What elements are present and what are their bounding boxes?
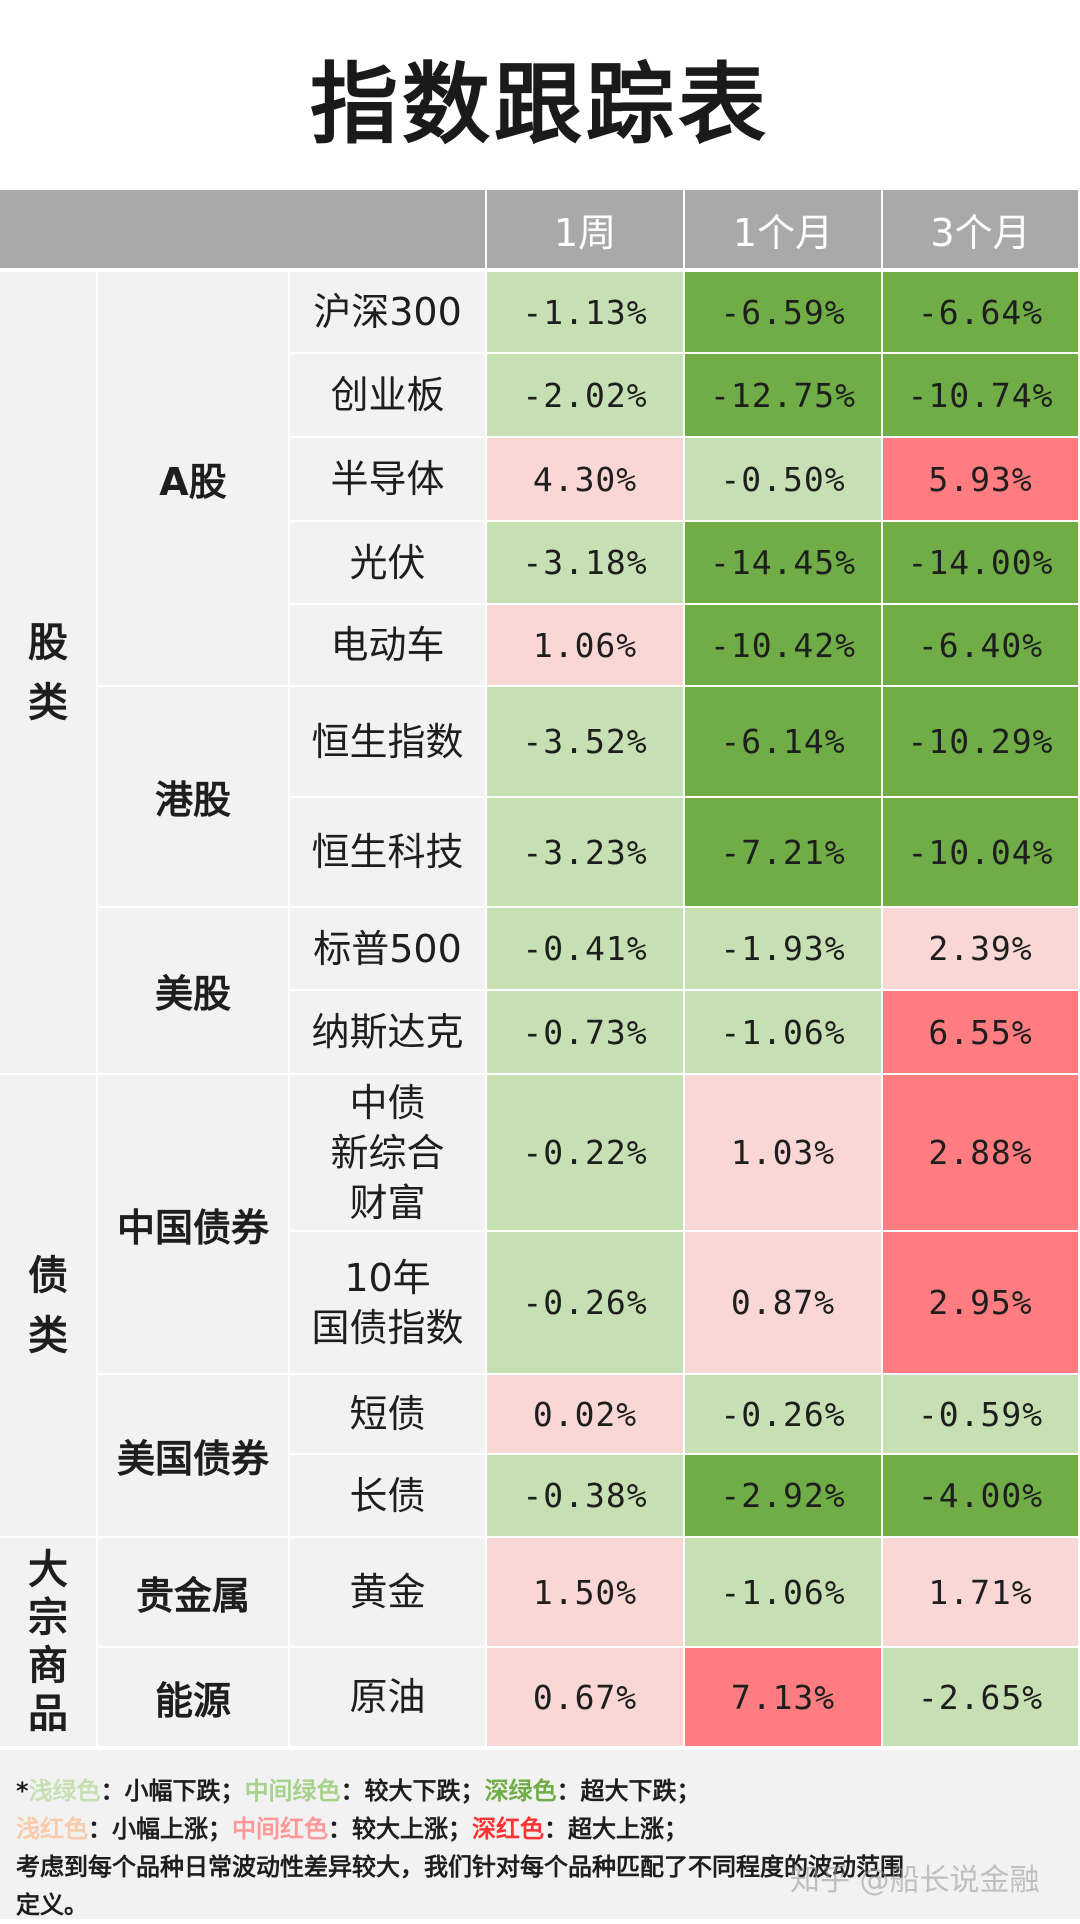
row-name: 纳斯达克	[290, 991, 487, 1075]
value-cell-1m: -1.93%	[685, 908, 883, 991]
row-name: 中债 新综合 财富	[290, 1075, 487, 1232]
value-cell-1w: -1.13%	[487, 272, 685, 354]
legend-medium-green: 中间绿色	[244, 1777, 341, 1805]
value-cell-1m: -2.92%	[685, 1455, 883, 1538]
legend-light-green: 浅绿色	[28, 1777, 101, 1805]
value-cell-1w: 1.06%	[487, 605, 685, 687]
subgroup-precious-metals: 贵金属	[98, 1538, 290, 1648]
value-cell-1w: -0.38%	[487, 1455, 685, 1538]
value-cell-3m: -2.65%	[883, 1648, 1080, 1748]
row-name: 短债	[290, 1375, 487, 1455]
value-cell-1w: -3.23%	[487, 798, 685, 908]
row-name: 标普500	[290, 908, 487, 991]
category-stocks: 股类	[0, 272, 98, 1075]
row-name: 10年 国债指数	[290, 1232, 487, 1375]
row-name: 恒生指数	[290, 687, 487, 798]
value-cell-1w: -0.22%	[487, 1075, 685, 1232]
value-cell-1m: -6.59%	[685, 272, 883, 354]
legend-light-red: 浅红色	[16, 1815, 88, 1843]
subgroup-energy: 能源	[98, 1648, 290, 1748]
legend-note: 考虑到每个品种日常波动性差异较大，我们针对每个品种匹配了不同程度的波动范围	[16, 1853, 904, 1881]
value-cell-3m: -4.00%	[883, 1455, 1080, 1538]
value-cell-1w: 4.30%	[487, 438, 685, 522]
value-cell-1w: -0.41%	[487, 908, 685, 991]
value-cell-1m: 0.87%	[685, 1232, 883, 1375]
value-cell-1m: -0.50%	[685, 438, 883, 522]
value-cell-3m: -6.40%	[883, 605, 1080, 687]
value-cell-1w: 1.50%	[487, 1538, 685, 1648]
value-cell-3m: 6.55%	[883, 991, 1080, 1075]
value-cell-3m: 2.88%	[883, 1075, 1080, 1232]
subgroup-hk-stocks: 港股	[98, 687, 290, 908]
value-cell-3m: -10.74%	[883, 354, 1080, 438]
category-commodities: 大宗商品	[0, 1538, 98, 1748]
value-cell-1m: -14.45%	[685, 522, 883, 605]
row-name: 半导体	[290, 438, 487, 522]
header-3-month: 3个月	[883, 190, 1080, 270]
value-cell-1m: -0.26%	[685, 1375, 883, 1455]
watermark: 知乎 @船长说金融	[790, 1863, 1040, 1898]
value-cell-1m: -1.06%	[685, 991, 883, 1075]
value-cell-3m: -10.04%	[883, 798, 1080, 908]
row-name: 沪深300	[290, 272, 487, 354]
header-blank	[0, 190, 487, 270]
value-cell-1w: -0.73%	[487, 991, 685, 1075]
value-cell-1w: -3.52%	[487, 687, 685, 798]
value-cell-1w: -0.26%	[487, 1232, 685, 1375]
value-cell-1w: -2.02%	[487, 354, 685, 438]
header-1-week: 1周	[487, 190, 685, 270]
legend-line-green: *浅绿色：小幅下跌；中间绿色：较大下跌；深绿色：超大下跌；	[16, 1777, 701, 1805]
value-cell-1w: 0.02%	[487, 1375, 685, 1455]
legend-medium-red: 中间红色	[232, 1815, 328, 1843]
row-name: 电动车	[290, 605, 487, 687]
row-name: 创业板	[290, 354, 487, 438]
value-cell-1m: -1.06%	[685, 1538, 883, 1648]
page-title: 指数跟踪表	[309, 53, 770, 156]
legend-dark-green: 深绿色	[484, 1777, 557, 1805]
row-name: 光伏	[290, 522, 487, 605]
value-cell-1m: 7.13%	[685, 1648, 883, 1748]
legend-line-red: 浅红色：小幅上涨；中间红色：较大上涨；深红色：超大上涨；	[16, 1815, 688, 1843]
subgroup-cn-bonds: 中国债券	[98, 1075, 290, 1375]
value-cell-3m: 2.95%	[883, 1232, 1080, 1375]
row-name: 恒生科技	[290, 798, 487, 908]
color-legend: *浅绿色：小幅下跌；中间绿色：较大下跌；深绿色：超大下跌； 浅红色：小幅上涨；中…	[0, 1750, 1080, 1919]
legend-dark-red: 深红色	[472, 1815, 544, 1843]
value-cell-1m: -12.75%	[685, 354, 883, 438]
value-cell-1m: -10.42%	[685, 605, 883, 687]
value-cell-1w: -3.18%	[487, 522, 685, 605]
row-name: 原油	[290, 1648, 487, 1748]
category-bonds: 债类	[0, 1075, 98, 1538]
row-name: 长债	[290, 1455, 487, 1538]
value-cell-3m: -6.64%	[883, 272, 1080, 354]
header-1-month: 1个月	[685, 190, 883, 270]
value-cell-3m: -0.59%	[883, 1375, 1080, 1455]
value-cell-3m: -14.00%	[883, 522, 1080, 605]
subgroup-a-share: A股	[98, 272, 290, 687]
legend-note-end: 定义。	[16, 1891, 88, 1919]
value-cell-1m: -7.21%	[685, 798, 883, 908]
value-cell-1m: -6.14%	[685, 687, 883, 798]
value-cell-3m: 5.93%	[883, 438, 1080, 522]
subgroup-us-stocks: 美股	[98, 908, 290, 1075]
value-cell-3m: 2.39%	[883, 908, 1080, 991]
subgroup-us-bonds: 美国债券	[98, 1375, 290, 1538]
value-cell-3m: -10.29%	[883, 687, 1080, 798]
value-cell-1m: 1.03%	[685, 1075, 883, 1232]
row-name: 黄金	[290, 1538, 487, 1648]
value-cell-1w: 0.67%	[487, 1648, 685, 1748]
value-cell-3m: 1.71%	[883, 1538, 1080, 1648]
